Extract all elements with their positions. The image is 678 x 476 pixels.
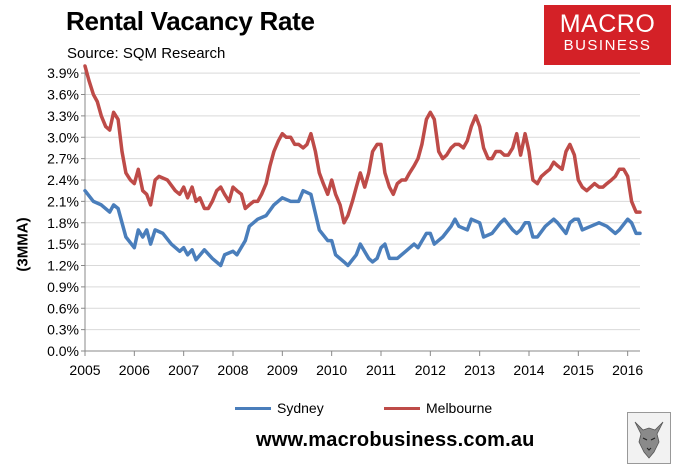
y-tick-label: 0.3% [47,322,79,338]
y-tick-label: 3.6% [47,87,79,103]
chart-source: Source: SQM Research [67,45,226,62]
axes [81,66,640,356]
legend-swatch-sydney [235,406,271,410]
x-tick-label: 2014 [513,362,544,378]
x-tick-label: 2008 [217,362,248,378]
x-tick-label: 2007 [168,362,199,378]
y-tick-label: 2.1% [47,193,79,209]
wolf-icon [627,412,671,464]
x-tick-label: 2012 [415,362,446,378]
y-tick-label: 3.9% [47,65,79,81]
x-tick-label: 2011 [366,362,396,378]
website-url: www.macrobusiness.com.au [256,429,535,451]
series-line-melbourne [83,64,642,225]
y-tick-label: 1.2% [47,258,79,274]
x-tick-label: 2006 [119,362,150,378]
y-tick-label: 3.3% [47,108,79,124]
y-tick-labels: 0.0% 0.3% 0.6% 0.9% 1.2% 1.5% 1.8% 2.1% 2.4% 2.7%… [47,65,79,359]
chart-title: Rental Vacancy Rate [66,6,315,36]
x-tick-label: 2009 [267,362,298,378]
x-tick-label: 2013 [464,362,495,378]
y-tick-label: 2.4% [47,172,79,188]
legend-item-melbourne: Melbourne [384,400,492,416]
legend-label-melbourne: Melbourne [426,400,493,416]
y-tick-label: 0.9% [47,279,79,295]
x-tick-label: 2005 [69,362,100,378]
y-tick-label: 1.8% [47,215,79,231]
x-tick-label: 2015 [563,362,594,378]
legend-label-sydney: Sydney [277,400,324,416]
grid-lines [85,72,640,331]
y-tick-label: 0.0% [47,343,79,359]
macrobusiness-logo: MACRO BUSINESS [544,5,671,65]
legend-swatch-melbourne [384,406,420,410]
y-tick-label: 0.6% [47,300,79,316]
series-lines [83,64,642,268]
x-tick-label: 2016 [612,362,643,378]
y-tick-label: 1.5% [47,236,79,252]
y-tick-label: 3.0% [47,129,79,145]
x-tick-labels: 2005 2006 2007 2008 2009 2010 2011 2012 2013 2014… [69,362,643,378]
legend-item-sydney: Sydney [235,400,324,416]
series-line-sydney [83,188,642,268]
logo-line-2: BUSINESS [563,37,652,54]
x-tick-label: 2010 [316,362,347,378]
y-tick-label: 2.7% [47,151,79,167]
logo-line-1: MACRO [559,10,656,38]
